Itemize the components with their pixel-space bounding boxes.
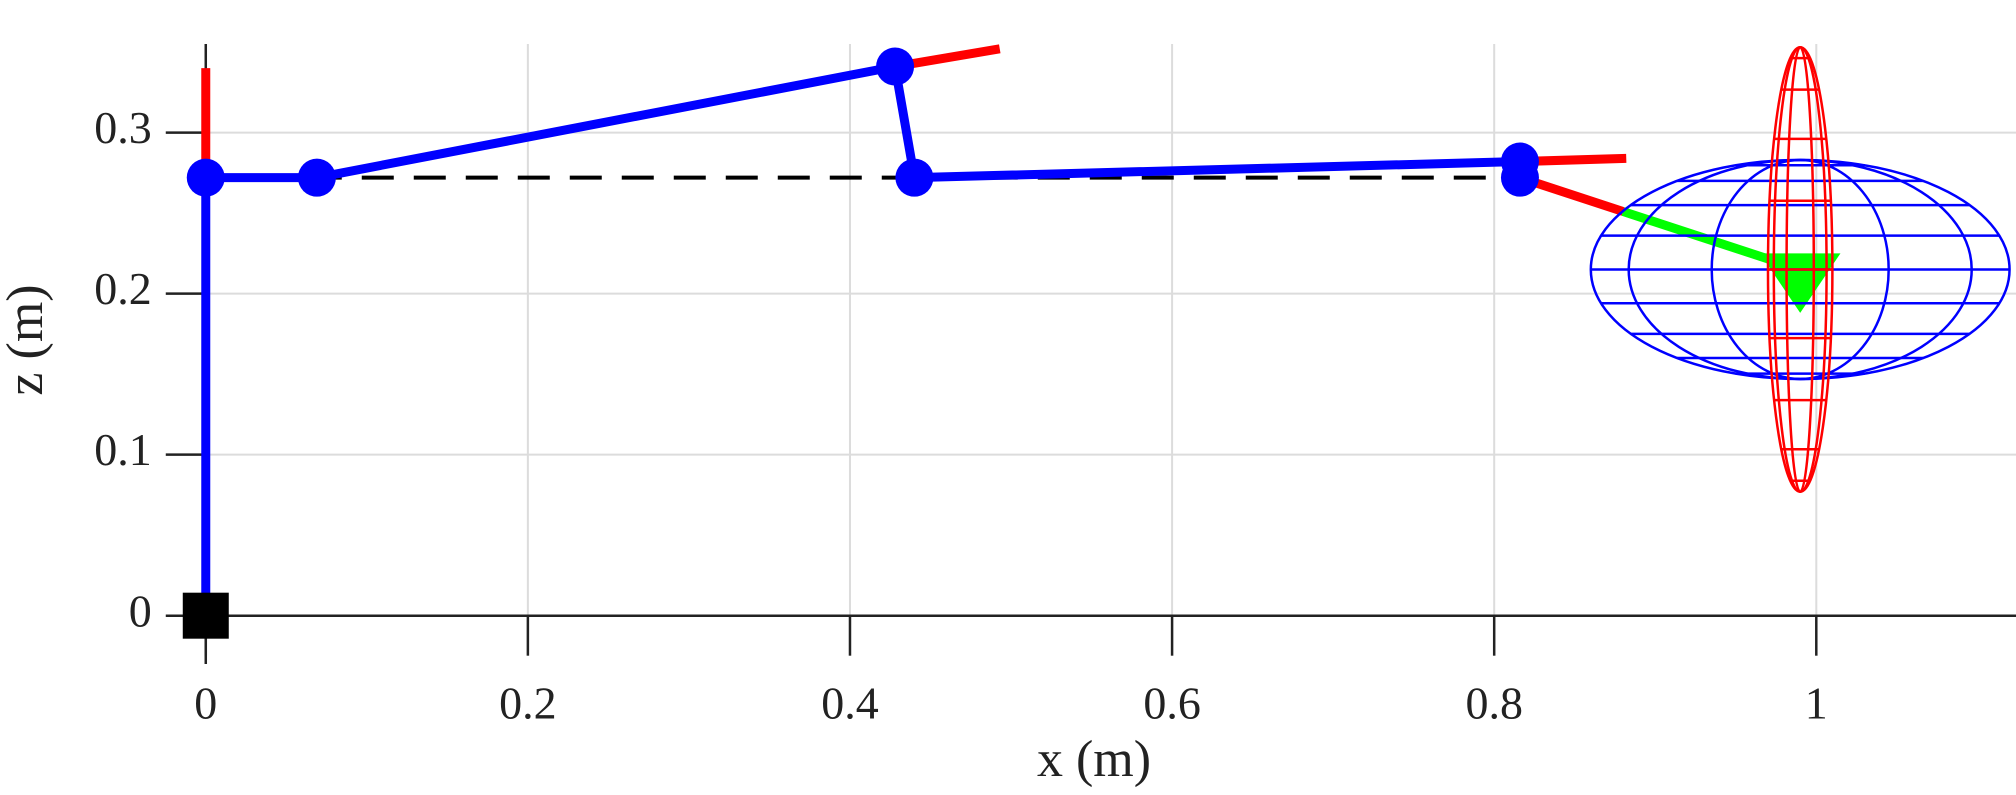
- y-tick-label: 0.2: [94, 263, 152, 314]
- x-tick-label: 0: [194, 677, 217, 728]
- y-tick-label: 0.1: [94, 424, 152, 475]
- joint: [186, 158, 225, 197]
- joint: [1500, 158, 1539, 197]
- x-axis-label: x (m): [1037, 731, 1151, 788]
- y-axis-label: z (m): [0, 284, 54, 395]
- joint: [876, 47, 915, 86]
- link-line: [201, 62, 1525, 616]
- base: [182, 592, 229, 639]
- y-tick-label: 0.3: [94, 102, 152, 153]
- x-tick-label: 1: [1805, 677, 1828, 728]
- x-tick-label: 0.4: [821, 677, 879, 728]
- y-tick-label: 0: [129, 585, 152, 636]
- x-tick-label: 0.6: [1143, 677, 1201, 728]
- joint: [297, 158, 336, 197]
- x-tick-label: 0.8: [1465, 677, 1523, 728]
- joint: [895, 158, 934, 197]
- x-tick-label: 0.2: [499, 677, 557, 728]
